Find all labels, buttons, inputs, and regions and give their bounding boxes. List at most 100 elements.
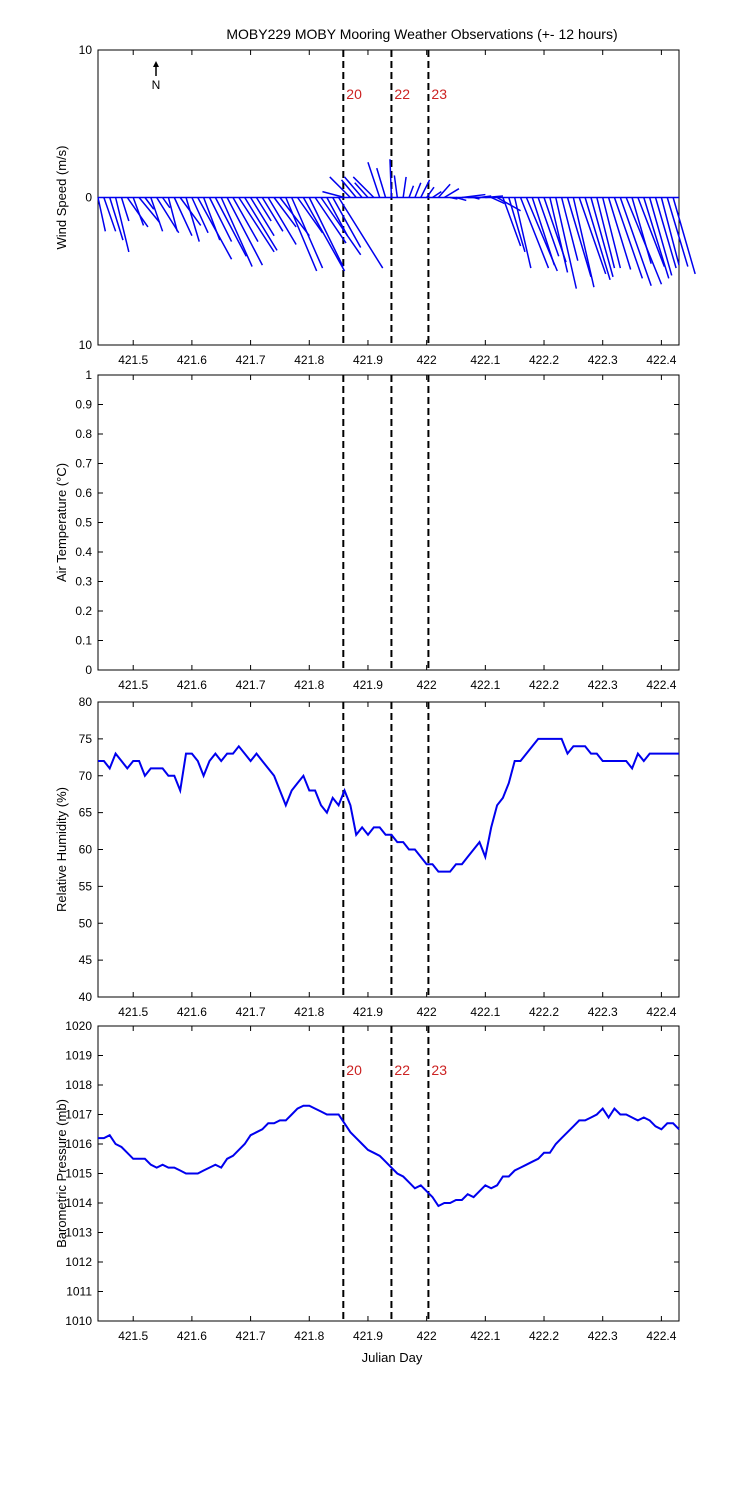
wind-barb bbox=[214, 197, 247, 257]
x-tick-label: 422 bbox=[417, 678, 437, 692]
chart-panels: 421.5 421.6 421.7 421.8 421.9 422 422.1 422.2 42… bbox=[54, 43, 696, 1343]
x-tick-label: 421.7 bbox=[236, 678, 266, 692]
wind-barb bbox=[566, 197, 592, 278]
wind-barb bbox=[296, 197, 324, 234]
y-tick-label: 1018 bbox=[65, 1078, 92, 1092]
wind-barb bbox=[402, 176, 407, 198]
axes-frame bbox=[97, 701, 680, 998]
wind-barb bbox=[238, 197, 275, 253]
wind-barb bbox=[666, 197, 689, 267]
wind-barb bbox=[376, 167, 387, 198]
wind-barb bbox=[572, 197, 595, 288]
y-tick-label: 0 bbox=[85, 191, 92, 205]
wind-barb bbox=[389, 159, 393, 198]
wind-barb bbox=[308, 197, 344, 267]
x-tick-label: 421.8 bbox=[294, 353, 324, 367]
wind-barb bbox=[367, 161, 381, 198]
x-tick-label: 421.7 bbox=[236, 353, 266, 367]
x-tick-label: 421.5 bbox=[118, 1329, 148, 1343]
wind-barb bbox=[531, 197, 556, 266]
wind-barb bbox=[273, 197, 297, 228]
data-series-line bbox=[98, 1104, 680, 1208]
wind-barb bbox=[109, 197, 124, 241]
wind-barb bbox=[537, 197, 560, 257]
x-tick-label: 422.4 bbox=[646, 678, 676, 692]
y-tick-label: 1020 bbox=[65, 1019, 92, 1033]
wind-barb bbox=[97, 197, 107, 232]
x-axis-title: Julian Day bbox=[362, 1350, 423, 1365]
wind-barb bbox=[560, 197, 579, 261]
wind-barb bbox=[619, 197, 652, 286]
x-tick-label: 422.4 bbox=[646, 1005, 676, 1019]
y-tick-label: 10 bbox=[79, 43, 93, 57]
x-tick-label: 422.2 bbox=[529, 353, 559, 367]
x-tick-label: 421.5 bbox=[118, 1005, 148, 1019]
x-tick-label: 421.7 bbox=[236, 1329, 266, 1343]
wind-barb bbox=[485, 195, 504, 199]
x-tick-label: 421.7 bbox=[236, 1005, 266, 1019]
wind-barb bbox=[202, 197, 221, 241]
x-tick-label: 421.6 bbox=[177, 1005, 207, 1019]
north-label: N bbox=[152, 78, 161, 92]
wind-barb bbox=[332, 197, 362, 248]
y-tick-label: 40 bbox=[79, 990, 93, 1004]
x-tick-label: 422.2 bbox=[529, 1329, 559, 1343]
y-tick-label: 0.4 bbox=[75, 545, 92, 559]
x-tick-label: 422 bbox=[417, 1329, 437, 1343]
y-tick-label: 0.3 bbox=[75, 575, 92, 589]
wind-barb bbox=[255, 197, 272, 222]
data-series-line bbox=[98, 737, 679, 873]
wind-barb bbox=[490, 196, 505, 205]
wind-barb bbox=[408, 185, 415, 198]
event-marker-label: 20 bbox=[346, 1062, 362, 1078]
wind-barb bbox=[449, 196, 458, 200]
wind-barb bbox=[320, 197, 362, 256]
wind-barb bbox=[393, 175, 399, 198]
wind-barb bbox=[232, 197, 259, 242]
y-tick-label: 1014 bbox=[65, 1196, 92, 1210]
wind-barb bbox=[519, 197, 550, 269]
y-tick-label: 60 bbox=[79, 843, 93, 857]
wind-barb bbox=[426, 186, 435, 198]
panel-1: 421.5 421.6 421.7 421.8 421.9 422 422.1 422.2 42… bbox=[54, 43, 696, 367]
wind-barb bbox=[290, 197, 324, 269]
y-axis-title: Barometric Pressure (mb) bbox=[54, 1099, 69, 1248]
y-tick-label: 80 bbox=[79, 695, 93, 709]
y-tick-label: 0.8 bbox=[75, 427, 92, 441]
x-tick-label: 422.1 bbox=[470, 1329, 500, 1343]
wind-barb bbox=[185, 197, 200, 242]
wind-barb bbox=[302, 197, 346, 272]
event-marker-label: 22 bbox=[394, 86, 410, 102]
wind-barb bbox=[414, 182, 422, 198]
x-tick-label: 421.9 bbox=[353, 1005, 383, 1019]
wind-barb bbox=[443, 188, 460, 199]
wind-barb bbox=[314, 197, 347, 244]
x-tick-label: 422.1 bbox=[470, 1005, 500, 1019]
wind-barb bbox=[596, 197, 616, 269]
wind-barb bbox=[329, 176, 351, 199]
wind-barb bbox=[502, 197, 522, 247]
y-tick-label: 1011 bbox=[66, 1285, 92, 1299]
x-tick-label: 422.3 bbox=[588, 1005, 618, 1019]
x-tick-label: 422.2 bbox=[529, 678, 559, 692]
event-marker-label: 23 bbox=[431, 1062, 447, 1078]
wind-barb bbox=[191, 197, 209, 234]
figure-title: MOBY229 MOBY Mooring Weather Observation… bbox=[226, 26, 617, 42]
x-tick-label: 422.3 bbox=[588, 1329, 618, 1343]
axes-frame bbox=[97, 374, 680, 671]
wind-barb bbox=[607, 197, 632, 270]
y-axis-title: Relative Humidity (%) bbox=[54, 787, 69, 912]
wind-barb bbox=[455, 196, 467, 202]
wind-barb bbox=[648, 197, 673, 276]
y-tick-label: 0.2 bbox=[75, 604, 92, 618]
wind-barb bbox=[161, 197, 171, 209]
wind-barb bbox=[138, 197, 161, 223]
y-tick-label: 1 bbox=[85, 368, 92, 382]
wind-barb bbox=[144, 197, 155, 210]
wind-barb bbox=[601, 197, 622, 269]
wind-barb bbox=[244, 197, 278, 251]
wind-barb bbox=[285, 197, 318, 272]
wind-barb bbox=[584, 197, 611, 281]
wind-barb bbox=[226, 197, 264, 266]
wind-barb bbox=[126, 197, 149, 228]
